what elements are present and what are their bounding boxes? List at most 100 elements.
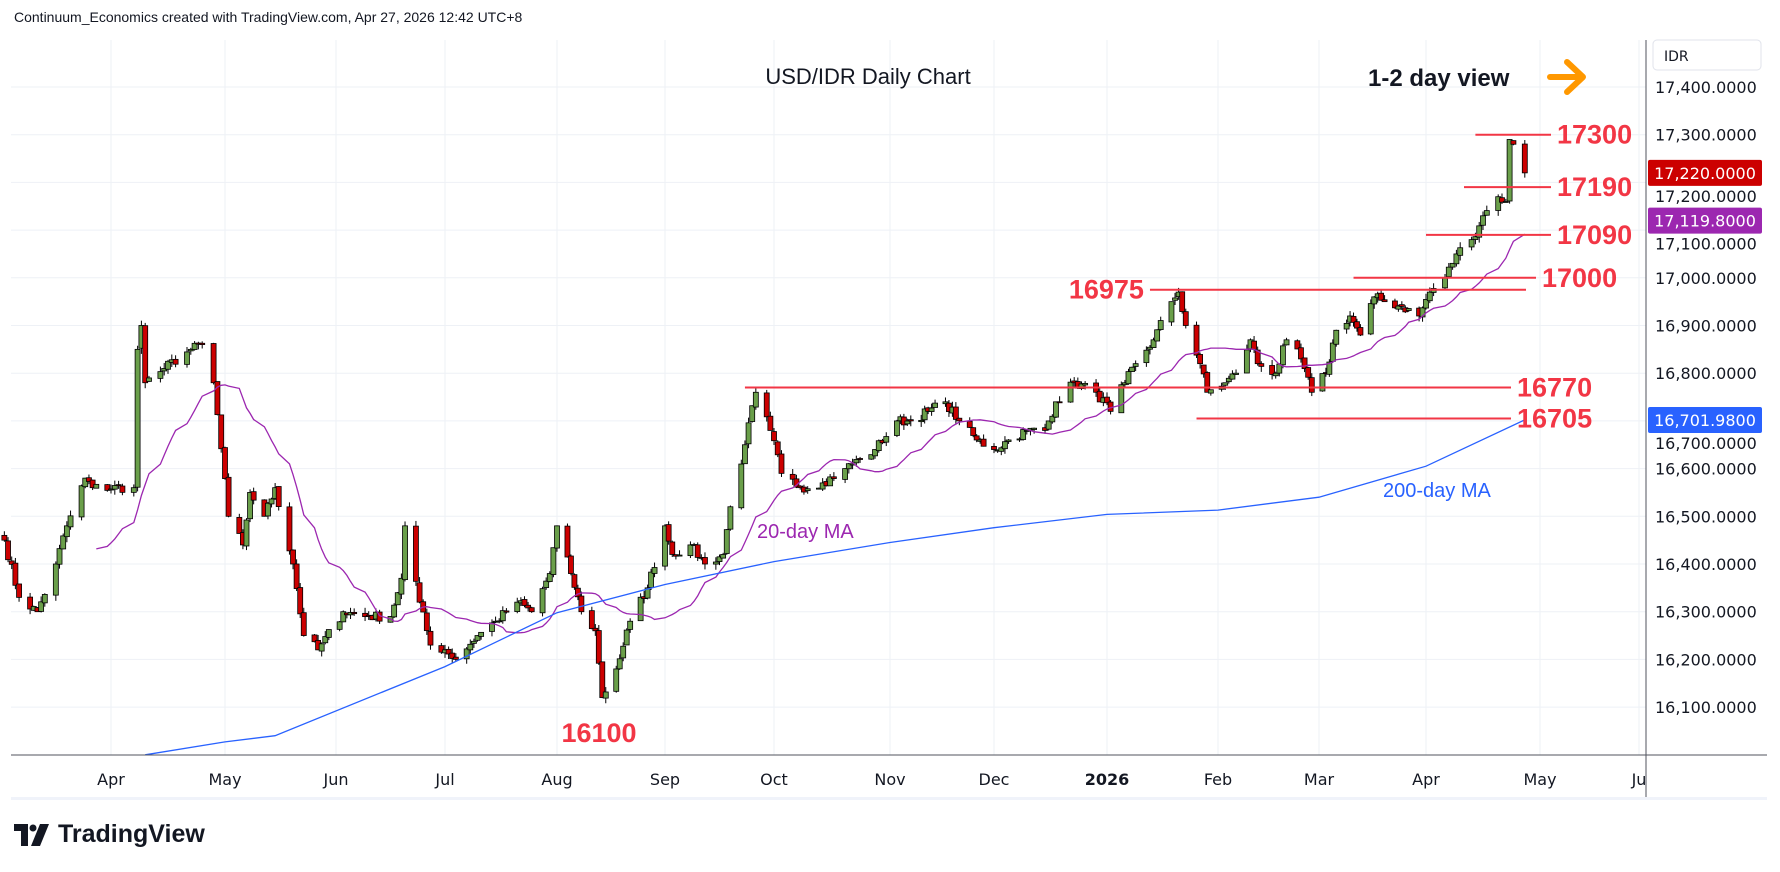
candle xyxy=(644,587,651,599)
candle xyxy=(1308,377,1315,393)
candle xyxy=(290,549,296,565)
candle xyxy=(767,415,774,431)
candle xyxy=(86,477,92,482)
candle xyxy=(623,629,630,646)
candle xyxy=(1283,339,1290,346)
candle xyxy=(1049,415,1056,423)
candle xyxy=(875,440,882,452)
candle xyxy=(742,444,748,465)
candle xyxy=(956,417,963,422)
candle xyxy=(1045,420,1052,430)
candle xyxy=(187,348,194,352)
level-label-17300: 17300 xyxy=(1557,120,1632,150)
candle xyxy=(1067,381,1074,403)
candle xyxy=(1143,349,1150,364)
x-tick-label: May xyxy=(208,770,241,789)
candles xyxy=(1,139,1528,704)
candle xyxy=(774,441,781,456)
candle xyxy=(602,691,609,699)
candle xyxy=(564,525,571,558)
candle xyxy=(1254,349,1261,365)
candle xyxy=(1445,266,1452,278)
candle xyxy=(293,563,300,590)
candle xyxy=(351,611,358,615)
candle xyxy=(669,541,676,555)
candle xyxy=(662,525,668,567)
candle xyxy=(265,502,271,517)
candle xyxy=(568,555,574,574)
candle xyxy=(702,557,708,565)
axes: 17,400.0000 17,300.0000 17,200.0000 17,100.… xyxy=(11,40,1767,800)
candle xyxy=(921,408,928,421)
x-tick-label: May xyxy=(1523,770,1556,789)
candle xyxy=(1350,316,1357,323)
x-tick-label: Apr xyxy=(97,770,125,789)
candle xyxy=(651,567,658,574)
candle xyxy=(1510,140,1517,145)
candle xyxy=(894,420,900,436)
candle xyxy=(8,560,15,565)
candle xyxy=(225,476,232,517)
candle xyxy=(236,516,243,534)
currency-label: IDR xyxy=(1664,49,1689,65)
candle xyxy=(1200,364,1207,375)
candle xyxy=(134,348,141,488)
candle xyxy=(119,485,126,493)
candle xyxy=(1229,373,1236,380)
candle xyxy=(1354,321,1360,329)
candle xyxy=(1193,324,1200,356)
tradingview-logo[interactable]: TradingView xyxy=(14,820,205,849)
candle xyxy=(727,506,734,530)
price-badge xyxy=(1648,159,1762,186)
candle xyxy=(191,342,198,350)
candle xyxy=(1,534,8,541)
candle xyxy=(752,391,759,408)
candle xyxy=(1405,308,1412,311)
candle xyxy=(210,343,217,384)
candle xyxy=(1078,383,1085,389)
candle xyxy=(973,435,980,441)
axis-footer xyxy=(11,797,1767,800)
y-tick-label: 16,300.0000 xyxy=(1655,603,1757,622)
candle xyxy=(318,643,325,652)
candle xyxy=(543,580,550,588)
candle xyxy=(1442,277,1448,289)
candle xyxy=(1129,366,1135,372)
chart-title: USD/IDR Daily Chart xyxy=(765,64,970,89)
price-badge-label: 17,119.8000 xyxy=(1654,212,1756,231)
candle xyxy=(463,648,470,660)
candle xyxy=(514,601,521,612)
candle xyxy=(336,621,343,630)
candle xyxy=(89,479,96,489)
candle xyxy=(1147,346,1153,350)
candle xyxy=(416,582,423,603)
candle xyxy=(38,601,45,612)
candle xyxy=(27,596,33,610)
candle xyxy=(1483,210,1490,216)
price-badge xyxy=(1648,207,1762,234)
candle xyxy=(676,554,683,557)
x-tick-label: Apr xyxy=(1412,770,1440,789)
candle xyxy=(1378,292,1385,301)
candle xyxy=(1457,247,1464,256)
candle xyxy=(60,535,67,550)
candle xyxy=(1222,382,1229,386)
candle xyxy=(827,476,834,487)
candle xyxy=(300,612,307,636)
candle xyxy=(172,358,179,365)
candle xyxy=(115,484,122,487)
candle xyxy=(665,524,672,542)
ma200-label: 200-day MA xyxy=(1383,480,1491,502)
candle xyxy=(966,420,973,428)
chart-attribution: Continuum_Economics created with Trading… xyxy=(14,9,523,25)
candle xyxy=(445,648,452,655)
candle xyxy=(616,658,623,670)
candle xyxy=(16,583,22,598)
x-tick-label: Oct xyxy=(760,770,788,789)
grid xyxy=(11,40,1646,755)
candle xyxy=(1243,349,1250,374)
candle xyxy=(578,595,585,613)
currency-box[interactable]: IDR xyxy=(1652,39,1762,71)
